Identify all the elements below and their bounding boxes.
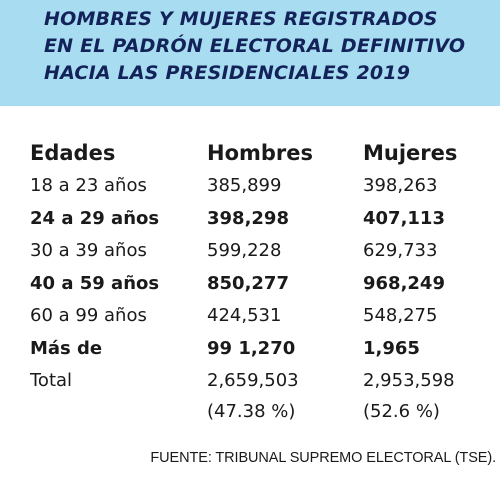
table-cell: Más de — [30, 337, 103, 359]
table-cell: Total — [30, 370, 73, 391]
table-cell: 599,228 — [207, 240, 282, 261]
title-banner: HOMBRES Y MUJERES REGISTRADOS EN EL PADRÓ… — [0, 0, 500, 106]
table-cell: 424,531 — [207, 305, 282, 326]
source-note: FUENTE: TRIBUNAL SUPREMO ELECTORAL (TSE)… — [150, 450, 496, 466]
table-cell: 18 a 23 años — [30, 175, 147, 196]
table-cell: 968,249 — [363, 272, 445, 294]
table-cell: 2,659,503 — [207, 370, 299, 391]
table-cell: 548,275 — [363, 305, 438, 326]
table-cell: 398,298 — [207, 207, 289, 229]
column-header: Mujeres — [363, 141, 458, 165]
table-cell: 850,277 — [207, 272, 289, 294]
table-cell: 398,263 — [363, 175, 438, 196]
percentage: (52.6 %) — [363, 400, 440, 422]
table-cell: 1,965 — [363, 337, 420, 359]
table-cell: 407,113 — [363, 207, 445, 229]
column-header: Edades — [30, 141, 116, 165]
percentage: (47.38 %) — [207, 400, 296, 422]
table-cell: 40 a 59 años — [30, 272, 160, 294]
title-line: EN EL PADRÓN ELECTORAL DEFINITIVO — [44, 35, 466, 57]
table-cell: 629,733 — [363, 240, 438, 261]
table-cell: 385,899 — [207, 175, 282, 196]
table-cell: 2,953,598 — [363, 370, 455, 391]
column-header: Hombres — [207, 141, 314, 165]
title-line: HOMBRES Y MUJERES REGISTRADOS — [44, 8, 438, 30]
table-cell: 99 1,270 — [207, 337, 296, 359]
table-cell: 60 a 99 años — [30, 305, 147, 326]
table-cell: 24 a 29 años — [30, 207, 160, 229]
title-line: HACIA LAS PRESIDENCIALES 2019 — [44, 62, 411, 84]
table-cell: 30 a 39 años — [30, 240, 147, 261]
